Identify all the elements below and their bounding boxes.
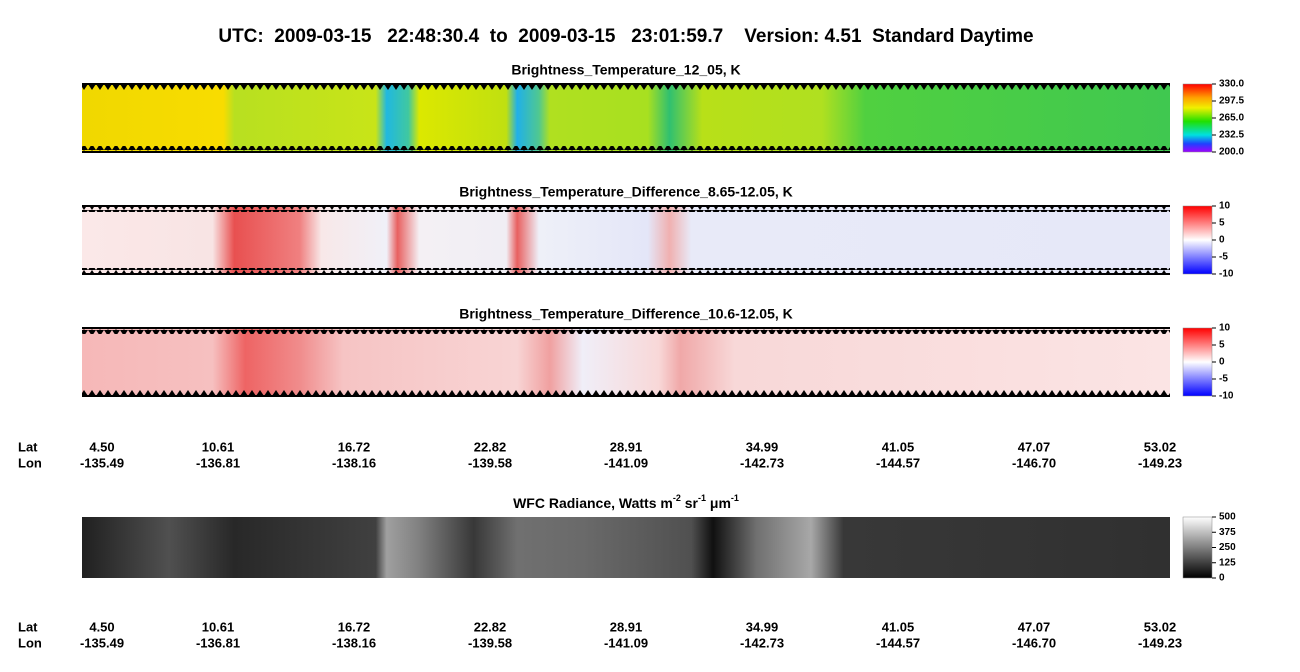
colorbar-label: 232.5 bbox=[1219, 130, 1244, 141]
colorbar-label: 265.0 bbox=[1219, 113, 1244, 124]
lon-label: -146.70 bbox=[1012, 635, 1056, 650]
lat-label: 28.91 bbox=[610, 619, 643, 634]
lat-label: 22.82 bbox=[474, 619, 507, 634]
panel-title: WFC Radiance, Watts m-2 sr-1 μm-1 bbox=[513, 493, 739, 510]
colorbar-label: 500 bbox=[1219, 512, 1236, 523]
lon-label: -135.49 bbox=[80, 635, 124, 650]
colorbar-label: -10 bbox=[1219, 391, 1234, 402]
lat-label: 10.61 bbox=[202, 439, 235, 454]
title-part: sr bbox=[681, 495, 699, 511]
lat-label: 53.02 bbox=[1144, 439, 1177, 454]
panel-title: Brightness_Temperature_Difference_10.6-1… bbox=[459, 306, 793, 322]
lat-label: 47.07 bbox=[1018, 619, 1051, 634]
lon-label: -141.09 bbox=[604, 635, 648, 650]
scan-edge bbox=[82, 328, 1170, 334]
lon-label: -136.81 bbox=[196, 455, 240, 470]
title-part: -2 bbox=[673, 493, 681, 503]
colorbar-label: 0 bbox=[1219, 235, 1225, 246]
lat-label: 28.91 bbox=[610, 439, 643, 454]
title-part: -1 bbox=[731, 493, 739, 503]
lon-label: -139.58 bbox=[468, 455, 512, 470]
main-title: UTC: 2009-03-15 22:48:30.4 to 2009-03-15… bbox=[218, 26, 1033, 47]
lon-label: -136.81 bbox=[196, 635, 240, 650]
colorbar bbox=[1182, 516, 1213, 579]
image-strip bbox=[82, 328, 1170, 396]
lat-label: 4.50 bbox=[89, 619, 114, 634]
image-strip bbox=[82, 206, 1170, 274]
colorbar-label: 250 bbox=[1219, 542, 1236, 553]
colorbar-label: 375 bbox=[1219, 527, 1236, 538]
image-strip bbox=[82, 517, 1170, 578]
colorbar-label: 10 bbox=[1219, 323, 1231, 334]
lon-label: -138.16 bbox=[332, 635, 376, 650]
colorbar-label: 10 bbox=[1219, 201, 1231, 212]
colorbar-label: 297.5 bbox=[1219, 96, 1244, 107]
lat-label: 22.82 bbox=[474, 439, 507, 454]
title-part: μm bbox=[706, 495, 731, 511]
colorbar bbox=[1182, 327, 1213, 397]
lat-label: 34.99 bbox=[746, 439, 779, 454]
colorbar-label: 0 bbox=[1219, 573, 1225, 584]
lat-label: 53.02 bbox=[1144, 619, 1177, 634]
panel-title: Brightness_Temperature_Difference_8.65-1… bbox=[459, 184, 793, 200]
lat-label: 41.05 bbox=[882, 619, 915, 634]
colorbar-label: 0 bbox=[1219, 357, 1225, 368]
scan-edge bbox=[82, 206, 1170, 212]
lon-label: -146.70 bbox=[1012, 455, 1056, 470]
lat-label: 41.05 bbox=[882, 439, 915, 454]
colorbar-label: -5 bbox=[1219, 374, 1228, 385]
colorbar-label: 200.0 bbox=[1219, 147, 1244, 158]
lat-label: 34.99 bbox=[746, 619, 779, 634]
lon-label: -142.73 bbox=[740, 635, 784, 650]
lat-label: 16.72 bbox=[338, 439, 371, 454]
axis-label: Lat bbox=[18, 439, 38, 454]
title-part: -1 bbox=[698, 493, 706, 503]
lon-label: -149.23 bbox=[1138, 455, 1182, 470]
colorbar-label: 5 bbox=[1219, 218, 1225, 229]
colorbar-label: -5 bbox=[1219, 252, 1228, 263]
colorbar-label: -10 bbox=[1219, 269, 1234, 280]
lon-label: -141.09 bbox=[604, 455, 648, 470]
colorbar bbox=[1182, 205, 1213, 275]
lon-label: -144.57 bbox=[876, 635, 920, 650]
colorbar-label: 5 bbox=[1219, 340, 1225, 351]
lon-label: -149.23 bbox=[1138, 635, 1182, 650]
lon-label: -135.49 bbox=[80, 455, 124, 470]
scan-edge bbox=[82, 390, 1170, 396]
axis-label: Lat bbox=[18, 619, 38, 634]
lat-label: 4.50 bbox=[89, 439, 114, 454]
colorbar-label: 125 bbox=[1219, 557, 1236, 568]
colorbar-label: 330.0 bbox=[1219, 79, 1244, 90]
wfc-title: WFC Radiance, Watts m-2 sr-1 μm-1 bbox=[513, 493, 739, 510]
image-strip bbox=[82, 84, 1170, 152]
lat-label: 10.61 bbox=[202, 619, 235, 634]
scan-edge bbox=[82, 146, 1170, 152]
lat-label: 47.07 bbox=[1018, 439, 1051, 454]
axis-label: Lon bbox=[18, 635, 42, 650]
lon-label: -138.16 bbox=[332, 455, 376, 470]
colorbar bbox=[1182, 83, 1213, 153]
title-part: WFC Radiance, Watts m bbox=[513, 495, 673, 511]
scan-edge bbox=[82, 84, 1170, 90]
scan-edge bbox=[82, 268, 1170, 274]
lon-label: -142.73 bbox=[740, 455, 784, 470]
panel-title: Brightness_Temperature_12_05, K bbox=[511, 62, 740, 78]
lat-label: 16.72 bbox=[338, 619, 371, 634]
lon-label: -139.58 bbox=[468, 635, 512, 650]
axis-label: Lon bbox=[18, 455, 42, 470]
lon-label: -144.57 bbox=[876, 455, 920, 470]
